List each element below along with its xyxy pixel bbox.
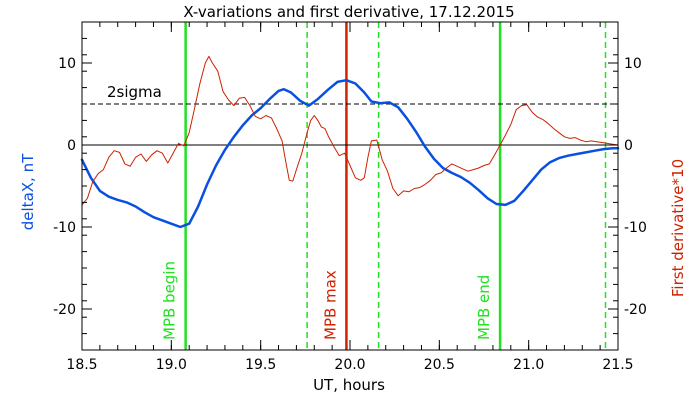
- x-tick-label-18-5: 18.5: [66, 357, 97, 373]
- x-tick-label-20-5: 20.5: [424, 357, 455, 373]
- y-tick-label-right-10: -10: [624, 220, 647, 236]
- x-axis-label: UT, hours: [313, 376, 385, 394]
- series-line-derivative: [81, 55, 619, 206]
- x-tick-label-20-0: 20.0: [334, 357, 365, 373]
- y-axis-label-left: deltaX, nT: [19, 153, 37, 230]
- ref-label-mpb-end: MPB end: [475, 275, 493, 340]
- y-tick-label-left-10: -10: [53, 220, 76, 236]
- y-tick-label-right-0: 0: [624, 138, 633, 154]
- chart-title: X-variations and first derivative, 17.12…: [183, 3, 514, 21]
- y-axis-label-right: First derivative*10: [669, 159, 687, 297]
- ref-label-mpb-max: MPB max: [321, 270, 339, 340]
- ticks: 18.5 19.0 19.5 20.0 20.5 21.0 21.5 -20 -10 0 10 -20…: [53, 21, 647, 373]
- y-tick-label-right-20: -20: [624, 302, 647, 318]
- series-group: [80, 55, 620, 229]
- y-tick-label-right-10: 10: [624, 56, 642, 72]
- x-tick-label-19-5: 19.5: [245, 357, 276, 373]
- ref-label-mpb-begin: MPB begin: [161, 261, 179, 340]
- y-tick-label-left-10: 10: [58, 56, 76, 72]
- threshold-label: 2sigma: [107, 83, 162, 101]
- x-tick-label-21-5: 21.5: [602, 357, 633, 373]
- reference-lines: [184, 22, 607, 350]
- y-tick-label-left-20: -20: [53, 302, 76, 318]
- x-tick-label-19-0: 19.0: [156, 357, 187, 373]
- series-line-deltax: [80, 78, 620, 229]
- reference-labels: MPB begin MPB max MPB end: [161, 261, 493, 340]
- y-tick-label-left-0: 0: [67, 138, 76, 154]
- x-tick-label-21-0: 21.0: [513, 357, 544, 373]
